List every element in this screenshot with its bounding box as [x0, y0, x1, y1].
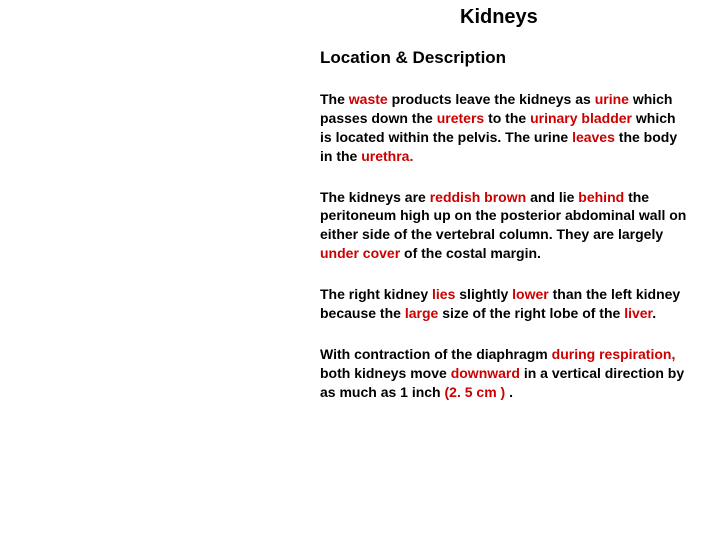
highlight-bladder: urinary bladder — [530, 110, 636, 126]
text: both kidneys move — [320, 365, 451, 381]
highlight-urethra: urethra. — [361, 148, 413, 164]
highlight-ureters: ureters — [437, 110, 488, 126]
text: . — [652, 305, 656, 321]
highlight-liver: liver — [624, 305, 652, 321]
highlight-cm: (2. 5 cm ) — [445, 384, 506, 400]
highlight-behind: behind — [578, 189, 628, 205]
highlight-lower: lower — [512, 286, 552, 302]
text: . — [505, 384, 513, 400]
highlight-large: large — [405, 305, 442, 321]
text: slightly — [459, 286, 512, 302]
highlight-urine: urine — [595, 91, 633, 107]
text: size of the right lobe of the — [442, 305, 624, 321]
highlight-leaves: leaves — [572, 129, 619, 145]
text: The right kidney — [320, 286, 432, 302]
highlight-reddish: reddish brown — [430, 189, 530, 205]
text: to the — [488, 110, 530, 126]
content-area: The waste products leave the kidneys as … — [320, 90, 690, 424]
paragraph-1: The waste products leave the kidneys as … — [320, 90, 690, 166]
text: of the costal margin. — [404, 245, 541, 261]
page-title: Kidneys — [460, 6, 538, 29]
section-heading: Location & Description — [320, 48, 506, 68]
paragraph-2: The kidneys are reddish brown and lie be… — [320, 188, 690, 264]
paragraph-3: The right kidney lies slightly lower tha… — [320, 285, 690, 323]
text: and lie — [530, 189, 578, 205]
text: The kidneys are — [320, 189, 430, 205]
paragraph-4: With contraction of the diaphragm during… — [320, 345, 690, 402]
highlight-cover: under cover — [320, 245, 404, 261]
text: With contraction of the diaphragm — [320, 346, 552, 362]
highlight-respiration: during respiration, — [552, 346, 676, 362]
highlight-lies: lies — [432, 286, 459, 302]
highlight-downward: downward — [451, 365, 524, 381]
text: The — [320, 91, 349, 107]
text: products leave the kidneys as — [392, 91, 595, 107]
highlight-waste: waste — [349, 91, 392, 107]
